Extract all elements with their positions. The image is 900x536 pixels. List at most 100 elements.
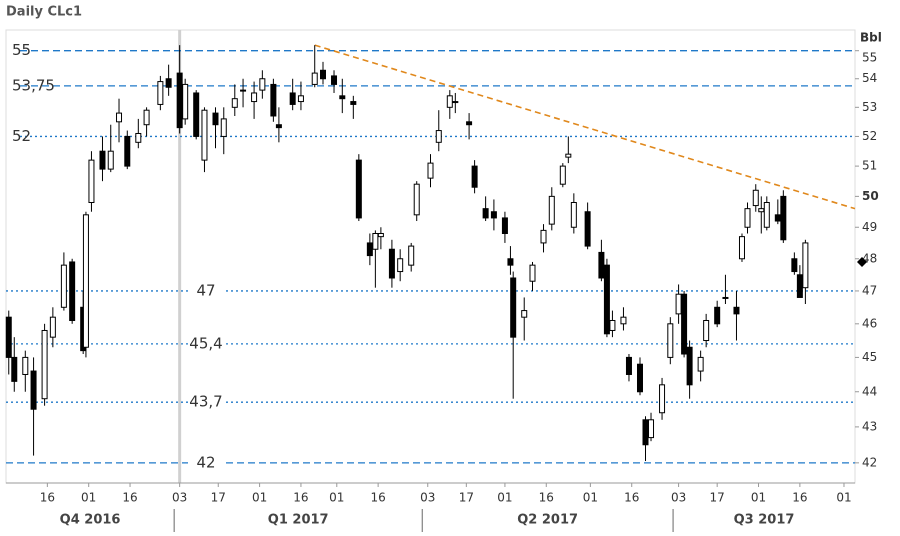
x-tick-label: 17 xyxy=(710,491,725,505)
y-tick-label: 54 xyxy=(862,71,877,85)
level-label-bg xyxy=(188,392,224,413)
candle-body xyxy=(193,92,200,137)
quarter-label: Q3 2017 xyxy=(734,513,795,528)
candle-body xyxy=(377,233,384,238)
level-label: 47 xyxy=(196,281,215,299)
candle-body xyxy=(143,109,150,126)
candle-body xyxy=(212,112,219,126)
candle-body xyxy=(220,118,227,137)
candle-body xyxy=(231,98,238,108)
candle-body xyxy=(22,356,29,375)
candle-body xyxy=(88,159,95,203)
candle-body xyxy=(584,211,591,247)
candle-body xyxy=(259,78,266,91)
y-tick-label: 46 xyxy=(862,316,877,330)
candle-body xyxy=(466,121,473,126)
candle-body xyxy=(60,264,67,308)
candle-body xyxy=(763,201,770,228)
candle-body xyxy=(620,316,627,325)
candle-body xyxy=(275,124,282,129)
quarter-label: Q2 2017 xyxy=(517,513,578,528)
candle-body xyxy=(397,258,404,273)
candle-body xyxy=(521,310,528,318)
candle-body xyxy=(697,356,704,372)
candle-body xyxy=(659,384,666,414)
x-tick-label: 16 xyxy=(792,491,807,505)
candle-body xyxy=(744,208,751,228)
level-label-bg xyxy=(188,452,224,473)
x-tick-label: 01 xyxy=(252,491,267,505)
x-tick-label: 16 xyxy=(40,491,55,505)
candle-body xyxy=(311,72,318,85)
candle-body xyxy=(82,214,89,348)
y-tick-label: 44 xyxy=(862,384,877,398)
candle-body xyxy=(636,363,643,393)
candle-body xyxy=(642,419,649,446)
candle-body xyxy=(548,195,555,225)
candle-body xyxy=(49,316,56,338)
x-tick-label: 03 xyxy=(172,491,187,505)
candle-body xyxy=(565,153,572,158)
x-tick-label: 01 xyxy=(497,491,512,505)
x-tick-label: 01 xyxy=(81,491,96,505)
x-tick-label: 17 xyxy=(211,491,226,505)
candle-body xyxy=(570,201,577,228)
candle-body xyxy=(297,95,304,103)
candle-body xyxy=(714,306,721,325)
candle-body xyxy=(182,83,189,120)
candle-body xyxy=(796,274,803,298)
candle-body xyxy=(738,236,745,260)
x-tick-label: 16 xyxy=(370,491,385,505)
y-tick-label: 52 xyxy=(862,129,877,143)
candle-body xyxy=(758,208,765,213)
candle-body xyxy=(507,258,514,266)
candle-body xyxy=(435,130,442,143)
candle-body xyxy=(686,346,693,386)
x-tick-label: 03 xyxy=(420,491,435,505)
y-tick-label: 45 xyxy=(862,350,877,364)
chart-title: Daily CLc1 xyxy=(6,5,82,20)
candle-body xyxy=(240,89,247,92)
x-tick-label: 01 xyxy=(836,491,851,505)
candle-body xyxy=(107,150,114,170)
candle-body xyxy=(135,132,142,143)
candle-body xyxy=(388,248,395,279)
x-tick-label: 01 xyxy=(583,491,598,505)
candle-body xyxy=(609,319,616,331)
candle-body xyxy=(681,293,688,355)
candle-body xyxy=(791,258,798,273)
candle-body xyxy=(598,251,605,279)
candle-body xyxy=(510,277,517,338)
candle-body xyxy=(251,92,258,103)
last-price-marker xyxy=(857,256,867,267)
candle-body xyxy=(667,323,674,358)
candle-body xyxy=(270,83,277,117)
y-tick-label: 42 xyxy=(862,455,877,469)
candle-body xyxy=(124,135,131,167)
candle-body xyxy=(427,162,434,179)
x-tick-label: 01 xyxy=(329,491,344,505)
y-tick-label: 53 xyxy=(862,100,877,114)
candle-body xyxy=(722,296,729,299)
y-tick-label: 55 xyxy=(862,51,877,65)
candle-body xyxy=(5,316,12,358)
x-tick-label: 16 xyxy=(293,491,308,505)
quarter-label: Q1 2017 xyxy=(268,513,329,528)
candle-body xyxy=(675,293,682,315)
candle-body xyxy=(490,211,497,219)
level-label: 53,75 xyxy=(12,76,55,94)
candle-body xyxy=(501,217,508,235)
x-tick-label: 17 xyxy=(459,491,474,505)
x-tick-label: 03 xyxy=(671,491,686,505)
candle-body xyxy=(201,109,208,161)
candle-body xyxy=(780,195,787,241)
x-tick-label: 16 xyxy=(539,491,554,505)
candle-body xyxy=(529,264,536,282)
candle-body xyxy=(603,264,610,335)
candle-body xyxy=(366,242,373,257)
candle-body xyxy=(289,92,296,105)
candle-body xyxy=(733,306,740,315)
level-label: 55 xyxy=(12,41,31,59)
x-tick-label: 01 xyxy=(751,491,766,505)
